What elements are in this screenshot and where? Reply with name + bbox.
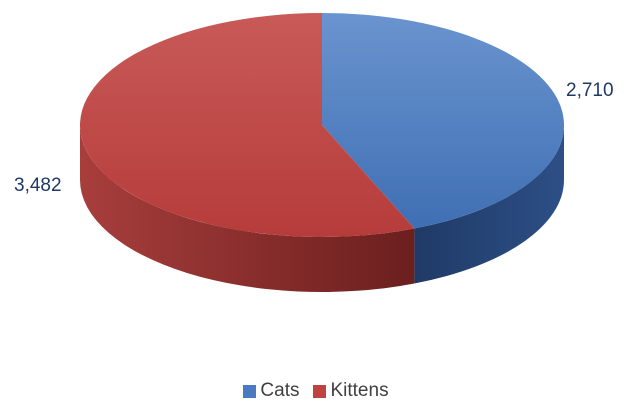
- pie-sides: [80, 125, 564, 293]
- data-label-kittens: 3,482: [14, 175, 62, 196]
- legend-swatch-cats: [243, 384, 257, 398]
- pie-slice-kittens: [80, 13, 415, 238]
- legend-swatch-kittens: [313, 384, 327, 398]
- legend-label-kittens: Kittens: [330, 380, 389, 401]
- pie-tops: [80, 13, 565, 238]
- data-label-cats: 2,710: [566, 80, 614, 101]
- legend-label-cats: Cats: [260, 380, 300, 401]
- legend-item-kittens: Kittens: [313, 380, 389, 402]
- pie-side-kittens: [80, 125, 415, 293]
- pie-side-cats: [414, 125, 564, 284]
- legend-item-cats: Cats: [243, 380, 299, 402]
- legend: Cats Kittens: [0, 380, 632, 402]
- pie-slice-cats: [322, 13, 565, 229]
